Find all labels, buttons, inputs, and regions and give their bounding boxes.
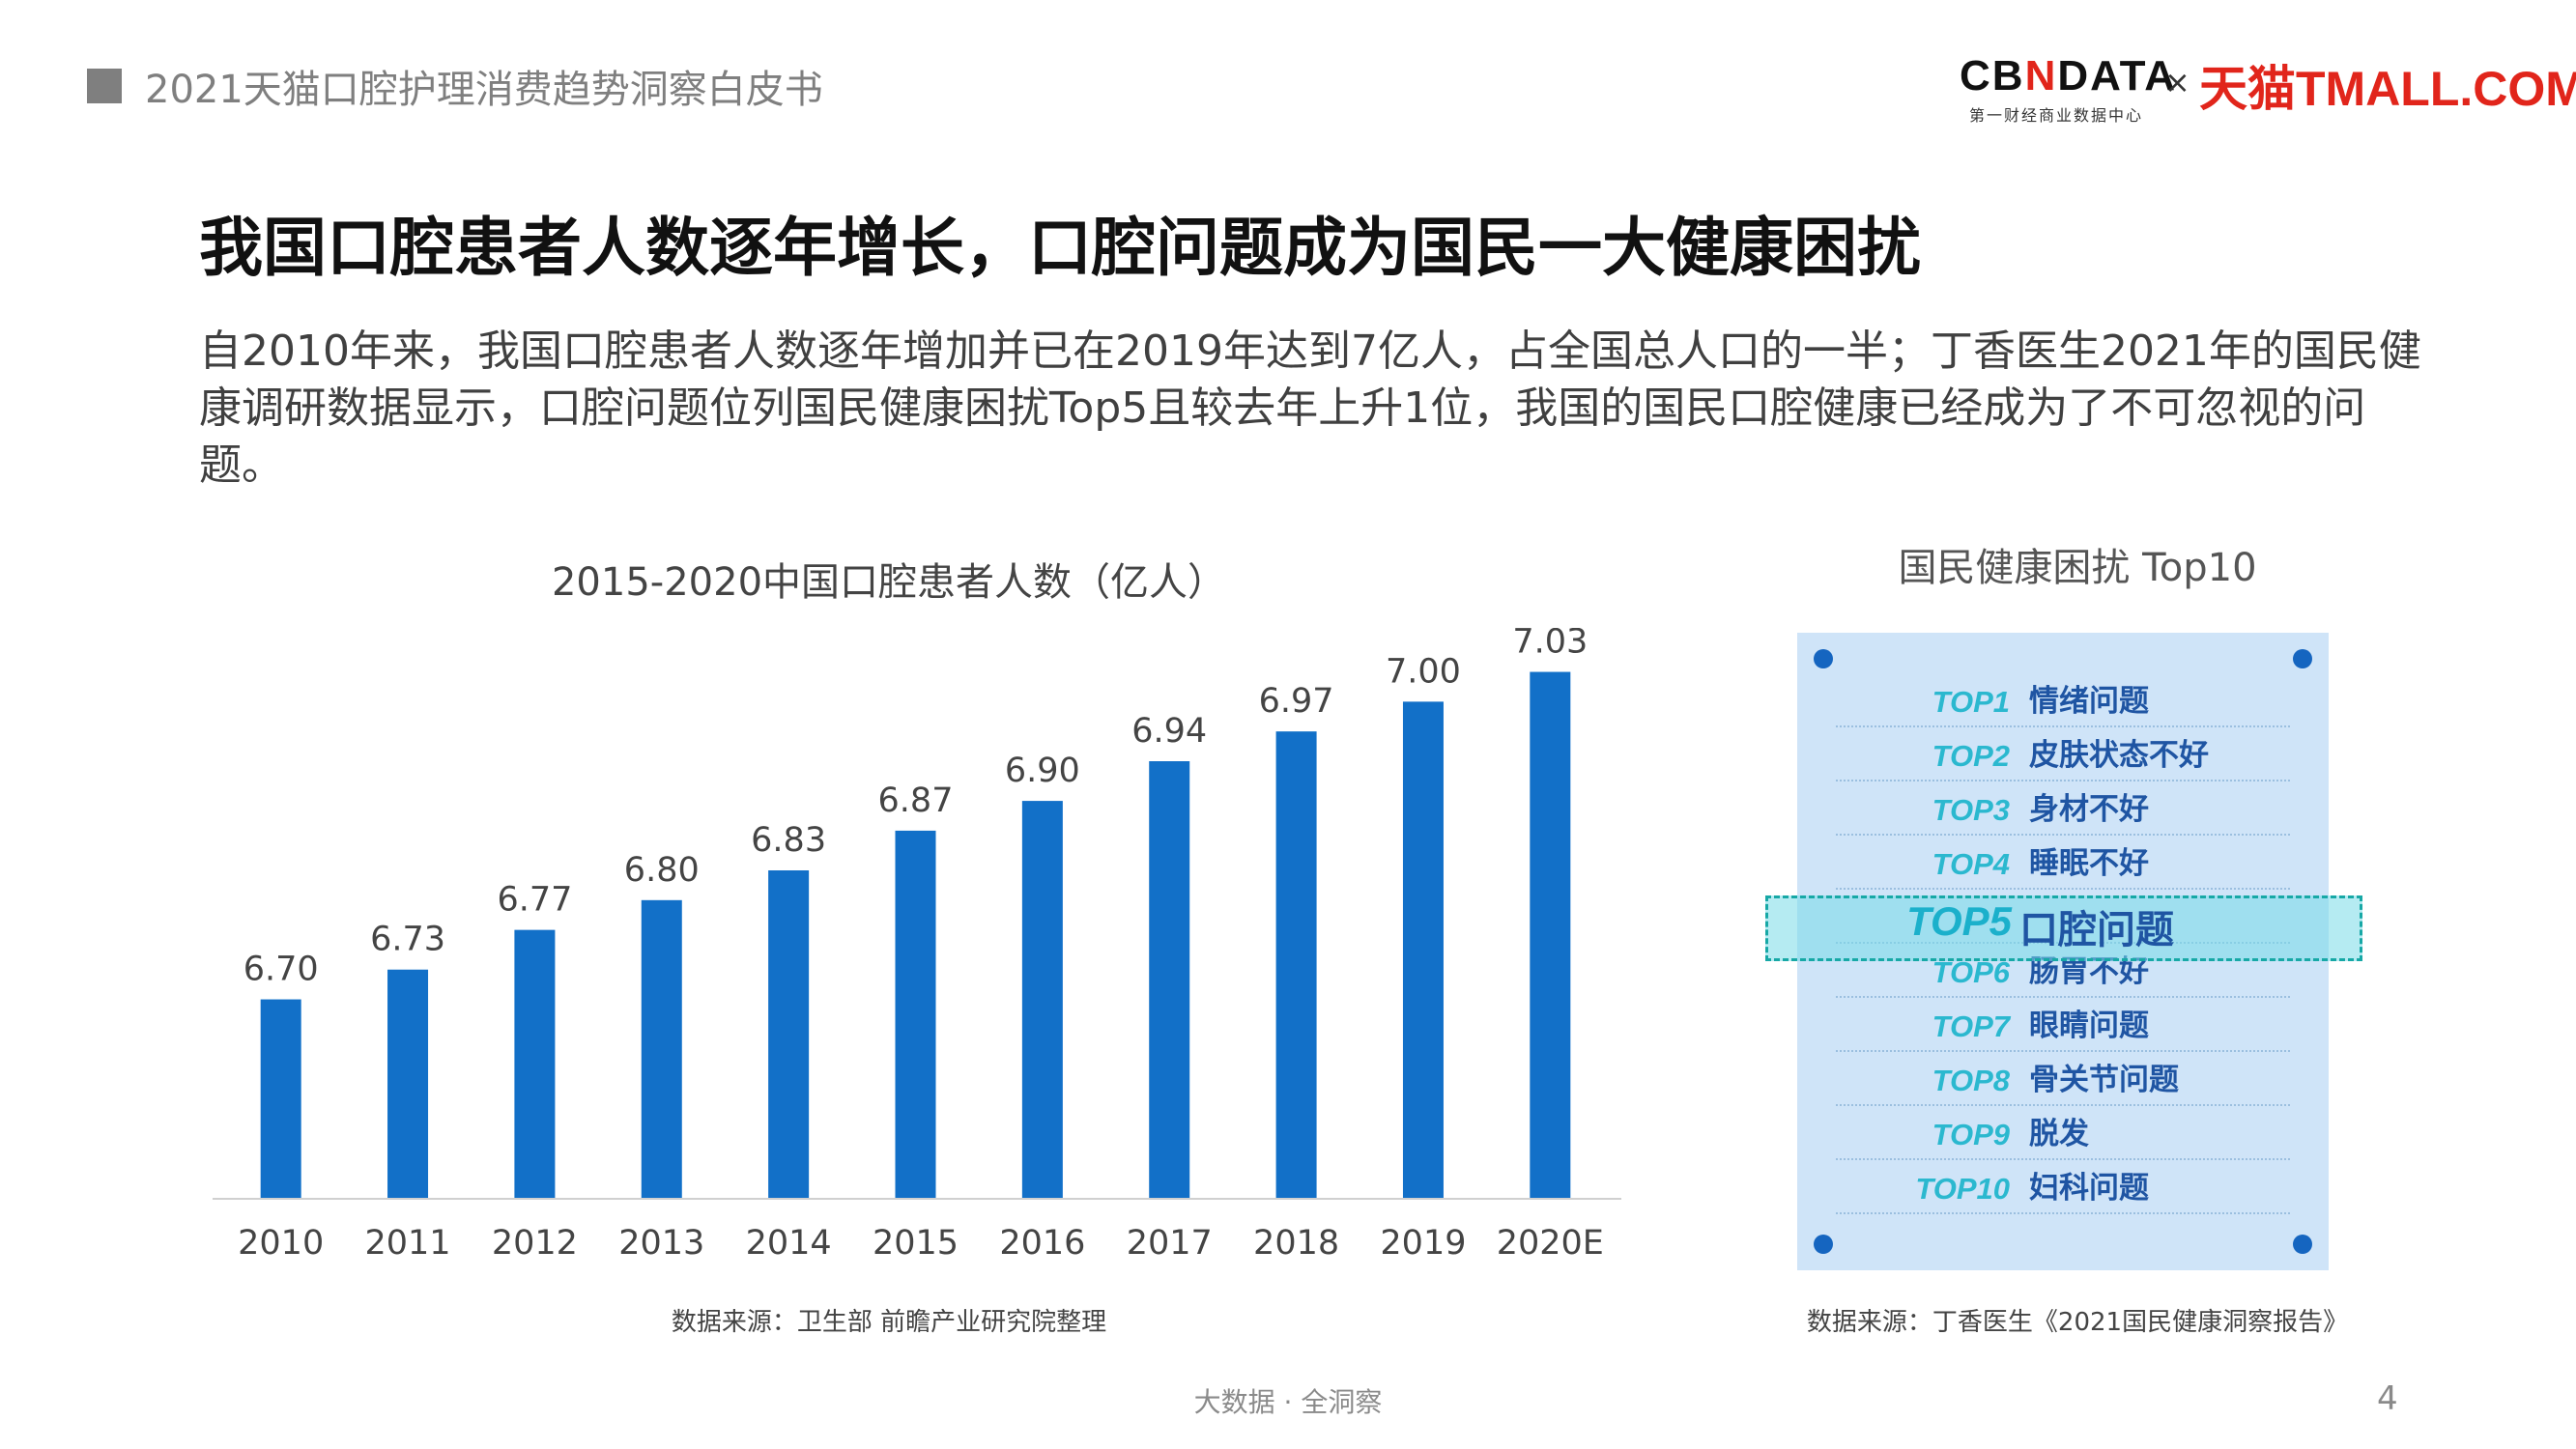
cbn-prefix: CB (1960, 52, 2025, 99)
ranking-row: TOP7 眼睛问题 (1836, 996, 2290, 1052)
cbndata-logo: CBNDATA (1960, 52, 2177, 100)
ranking-title: 国民健康困扰 Top10 (1898, 546, 2257, 590)
header-square-icon (87, 69, 122, 103)
rank-tag: TOP8 (1932, 1064, 2010, 1097)
rank-label: 身材不好 (2029, 792, 2149, 827)
bar-2015 (895, 830, 936, 1198)
ranking-source: 数据来源：丁香医生《2021国民健康洞察报告》 (1806, 1308, 2349, 1337)
rank-label: 脱发 (2029, 1117, 2089, 1151)
x-tick-label: 2014 (746, 1224, 832, 1263)
bar-2017 (1149, 761, 1190, 1198)
value-label: 6.97 (1259, 682, 1334, 721)
footer-tagline: 大数据 · 全洞察 (1193, 1386, 1383, 1418)
rank-tag: TOP9 (1932, 1118, 2010, 1151)
bar-2014 (768, 870, 810, 1198)
x-tick-label: 2012 (492, 1224, 578, 1263)
bar-2012 (514, 929, 556, 1198)
rank-tag: TOP1 (1932, 685, 2010, 719)
cbn-x: N (2024, 52, 2058, 99)
bar-2020E (1530, 671, 1571, 1198)
value-label: 6.87 (878, 781, 954, 820)
rank-label: 骨关节问题 (2029, 1063, 2179, 1097)
rank-tag: TOP7 (1932, 1009, 2010, 1043)
x-tick-label: 2010 (238, 1224, 324, 1263)
x-tick-label: 2013 (618, 1224, 704, 1263)
rank-label: 情绪问题 (2029, 684, 2149, 719)
value-label: 6.70 (243, 951, 319, 989)
value-label: 6.73 (370, 921, 445, 959)
rank-label: 皮肤状态不好 (2029, 738, 2209, 773)
x-tick-label: 2011 (365, 1224, 451, 1263)
corner-dot-icon (1814, 1235, 1833, 1254)
rank-tag: TOP2 (1932, 739, 2010, 773)
ranking-row: TOP2 皮肤状态不好 (1836, 725, 2290, 781)
chart-source: 数据来源：卫生部 前瞻产业研究院整理 (671, 1308, 1107, 1337)
bar-2010 (260, 999, 301, 1198)
bar-2018 (1275, 731, 1317, 1198)
rank-tag: TOP3 (1932, 793, 2010, 827)
bar-2011 (387, 969, 429, 1198)
value-label: 7.03 (1512, 628, 1588, 662)
chart-title: 2015-2020中国口腔患者人数（亿人） (551, 560, 1227, 605)
bar-2013 (641, 899, 682, 1198)
x-tick-label: 2017 (1127, 1224, 1213, 1263)
ranking-row: TOP1 情绪问题 (1836, 671, 2290, 727)
logo-separator: × (2164, 64, 2190, 100)
value-label: 6.77 (497, 881, 572, 920)
highlight-rank-label: 口腔问题 (2019, 908, 2174, 952)
x-tick-label: 2016 (999, 1224, 1085, 1263)
value-label: 6.80 (624, 851, 700, 890)
x-tick-label: 2015 (873, 1224, 959, 1263)
bar-2019 (1402, 701, 1444, 1198)
value-label: 6.90 (1005, 752, 1080, 790)
tmall-logo: 天猫TMALL.COM (2199, 62, 2576, 116)
ranking-row: TOP8 骨关节问题 (1836, 1050, 2290, 1106)
top5-highlight-box (1765, 895, 2362, 961)
corner-dot-icon (1814, 649, 1833, 668)
bar-2016 (1021, 801, 1063, 1198)
corner-dot-icon (2293, 1235, 2312, 1254)
rank-tag: TOP10 (1915, 1172, 2010, 1206)
value-label: 6.83 (751, 821, 826, 860)
patients-bar-chart: 6.70 2010 6.73 2011 6.77 2012 6.80 2013 6.83 2014… (213, 628, 1621, 1263)
rank-label: 妇科问题 (2029, 1171, 2149, 1206)
x-tick-label: 2019 (1380, 1224, 1466, 1263)
rank-label: 睡眠不好 (2029, 846, 2149, 881)
x-tick-label: 2020E (1497, 1224, 1604, 1263)
page-title: 我国口腔患者人数逐年增长，口腔问题成为国民一大健康困扰 (199, 211, 1921, 285)
x-tick-label: 2018 (1253, 1224, 1339, 1263)
ranking-row: TOP3 身材不好 (1836, 780, 2290, 836)
corner-dot-icon (2293, 649, 2312, 668)
cbn-suffix: DATA (2057, 52, 2178, 99)
cbndata-subtitle: 第一财经商业数据中心 (1969, 106, 2144, 125)
report-title: 2021天猫口腔护理消费趋势洞察白皮书 (145, 68, 823, 112)
intro-paragraph: 自2010年来，我国口腔患者人数逐年增加并已在2019年达到7亿人，占全国总人口… (199, 327, 2421, 490)
rank-label: 眼睛问题 (2029, 1009, 2149, 1043)
ranking-row: TOP9 脱发 (1836, 1104, 2290, 1160)
page-number: 4 (2377, 1379, 2398, 1418)
value-label: 7.00 (1386, 652, 1461, 691)
brand-logo: CBNDATA 第一财经商业数据中心 × 天猫TMALL.COM (1960, 50, 2576, 128)
value-label: 6.94 (1131, 712, 1207, 751)
ranking-row: TOP10 妇科问题 (1836, 1158, 2290, 1214)
highlight-rank-tag: TOP5 (1906, 898, 2012, 944)
ranking-row: TOP4 睡眠不好 (1836, 834, 2290, 890)
rank-tag: TOP4 (1932, 847, 2010, 881)
